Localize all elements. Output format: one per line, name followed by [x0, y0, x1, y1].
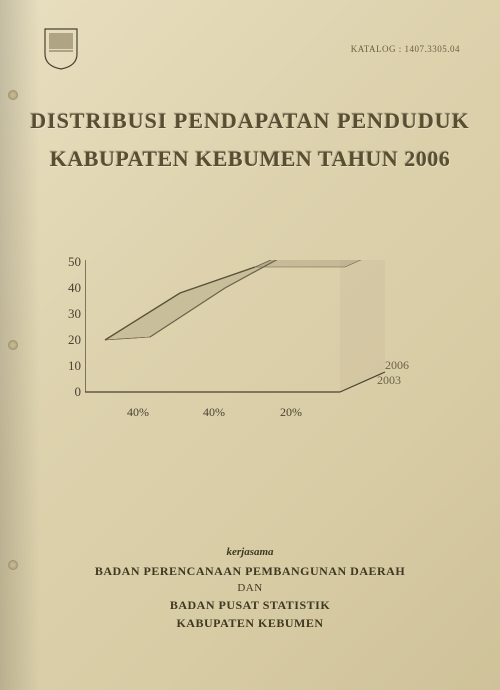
ytick-label: 20: [59, 332, 81, 348]
xtick-label: 40%: [127, 405, 149, 420]
punch-hole: [8, 340, 18, 350]
title-line-2: KABUPATEN KEBUMEN TAHUN 2006: [0, 146, 500, 172]
ytick-label: 0: [59, 384, 81, 400]
ytick-label: 30: [59, 306, 81, 322]
punch-hole: [8, 90, 18, 100]
xtick-label: 20%: [280, 405, 302, 420]
footer-kerjasama: kerjasama: [0, 546, 500, 558]
distribution-chart: 50 40 30 20 10 0 40% 40% 20% 2006 2003: [85, 260, 425, 450]
katalog-number: KATALOG : 1407.3305.04: [351, 44, 460, 54]
footer-block: kerjasama BADAN PERENCANAAN PEMBANGUNAN …: [0, 546, 500, 633]
ytick-label: 50: [59, 254, 81, 270]
ytick-label: 10: [59, 358, 81, 374]
title-line-1: DISTRIBUSI PENDAPATAN PENDUDUK: [0, 108, 500, 134]
xtick-label: 40%: [203, 405, 225, 420]
ytick-label: 40: [59, 280, 81, 296]
chart-svg: [85, 260, 425, 450]
series-label: 2006: [385, 358, 409, 373]
footer-dan: DAN: [0, 580, 500, 597]
crest-icon: [44, 28, 78, 70]
footer-region: KABUPATEN KEBUMEN: [0, 614, 500, 632]
footer-agency-2: BADAN PUSAT STATISTIK: [0, 596, 500, 614]
title-block: DISTRIBUSI PENDAPATAN PENDUDUK KABUPATEN…: [0, 108, 500, 172]
document-cover: KATALOG : 1407.3305.04 DISTRIBUSI PENDAP…: [0, 0, 500, 690]
series-label: 2003: [377, 373, 401, 388]
footer-agency-1: BADAN PERENCANAAN PEMBANGUNAN DAERAH: [0, 562, 500, 580]
